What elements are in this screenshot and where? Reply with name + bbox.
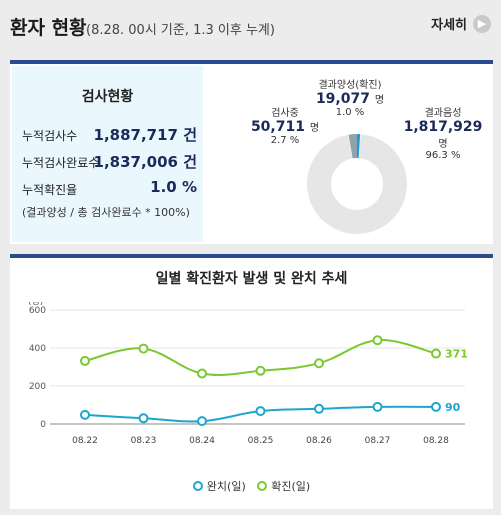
stat-row-total-tests: 누적검사수 1,887,717 건 xyxy=(22,124,197,144)
test-stats-box: 검사현황 누적검사수 1,887,717 건 누적검사완료수 1,837,006… xyxy=(12,66,203,242)
donut-slice-2 xyxy=(348,134,358,159)
data-point[interactable] xyxy=(197,416,207,427)
slice-unit: 명 xyxy=(374,95,385,106)
legend-dot-icon xyxy=(257,481,268,491)
y-axis-label: (명) xyxy=(28,302,43,307)
x-tick-label: 08.24 xyxy=(189,436,215,446)
page-title: 환자 현황 xyxy=(10,17,87,39)
stat-label: 누적확진율 xyxy=(22,183,78,197)
donut-slice-1 xyxy=(307,134,407,234)
stat-row-positive-rate: 누적확진율 1.0 % xyxy=(22,178,197,198)
donut-label-negative: 결과음성 1,817,929 명 96.3 % xyxy=(398,104,488,161)
slice-percent: 1.0 % xyxy=(335,107,365,118)
slice-name: 검사중 xyxy=(271,108,299,119)
data-point[interactable] xyxy=(372,335,383,346)
legend-item-confirmed[interactable]: 확진(일) xyxy=(257,478,310,494)
positive-rate-note: (결과양성 / 총 검사완료수 * 100%) xyxy=(22,206,190,219)
slice-name: 결과음성 xyxy=(424,108,462,119)
slice-count: 50,711 xyxy=(250,119,305,135)
y-tick-label: 0 xyxy=(40,420,46,430)
data-point[interactable] xyxy=(255,406,266,417)
stat-value: 1,887,717 건 xyxy=(93,126,197,144)
stat-value: 1.0 % xyxy=(150,178,197,196)
chart-title: 일별 확진환자 발생 및 완치 추세 xyxy=(155,271,348,287)
legend-item-recovered[interactable]: 완치(일) xyxy=(192,478,246,494)
slice-count: 19,077 xyxy=(315,91,370,107)
data-point[interactable] xyxy=(431,401,441,412)
x-tick-label: 08.26 xyxy=(306,436,332,446)
x-tick-label: 08.23 xyxy=(131,436,157,446)
series-end-label: 371 xyxy=(445,348,468,361)
stat-row-completed-tests: 누적검사완료수 1,837,006 건 xyxy=(22,151,197,171)
x-tick-label: 08.25 xyxy=(248,436,274,446)
data-point[interactable] xyxy=(314,358,324,369)
header: 환자 현황 (8.28. 00시 기준, 1.3 이후 누계) 자세히 ▶ xyxy=(0,0,501,56)
data-point[interactable] xyxy=(314,403,324,414)
y-tick-label: 200 xyxy=(29,382,46,392)
stat-label: 누적검사완료수 xyxy=(22,156,100,170)
y-tick-label: 400 xyxy=(29,344,46,354)
data-point[interactable] xyxy=(138,343,149,354)
donut-label-pending: 검사중 50,711 명 2.7 % xyxy=(230,104,340,146)
test-result-donut: 결과양성(확진) 19,077 명 1.0 % 검사중 50,711 명 2.7… xyxy=(210,64,493,244)
slice-name: 결과양성(확진) xyxy=(318,80,382,91)
page-subtitle: (8.28. 00시 기준, 1.3 이후 누계) xyxy=(86,23,275,38)
x-tick-label: 08.22 xyxy=(72,436,98,446)
data-point[interactable] xyxy=(138,413,149,424)
more-label: 자세히 xyxy=(431,18,467,33)
y-tick-label: 600 xyxy=(29,306,46,316)
data-point[interactable] xyxy=(372,401,383,412)
data-point[interactable] xyxy=(197,368,207,379)
slice-percent: 2.7 % xyxy=(270,135,300,146)
test-status-panel: 검사현황 누적검사수 1,887,717 건 누적검사완료수 1,837,006… xyxy=(10,60,493,244)
slice-count: 1,817,929 xyxy=(403,119,483,135)
donut-chart xyxy=(307,134,407,234)
data-point[interactable] xyxy=(80,409,90,420)
daily-trend-panel: 일별 확진환자 발생 및 완치 추세 (명) 0 200 400 600 08.22 08.… xyxy=(10,254,493,509)
chevron-right-icon: ▶ xyxy=(473,14,491,33)
slice-unit: 명 xyxy=(309,123,320,134)
x-tick-label: 08.27 xyxy=(365,436,391,446)
donut-label-positive: 결과양성(확진) 19,077 명 1.0 % xyxy=(290,76,410,118)
series-end-label: 90 xyxy=(445,401,461,414)
slice-value: 50,711 명 xyxy=(230,119,340,135)
legend-label: 확진(일) xyxy=(271,480,311,493)
data-point[interactable] xyxy=(431,348,441,359)
stat-label: 누적검사수 xyxy=(22,129,78,143)
data-point[interactable] xyxy=(255,365,266,376)
trend-line-chart: (명) 0 200 400 600 08.22 08.23 08.24 08.25 08.26 08… xyxy=(28,302,468,446)
more-button[interactable]: 자세히 ▶ xyxy=(431,14,491,33)
chart-legend: 완치(일) 확진(일) xyxy=(10,478,493,494)
x-tick-label: 08.28 xyxy=(423,436,449,446)
test-stats-title: 검사현황 xyxy=(81,89,134,105)
data-point[interactable] xyxy=(80,355,90,366)
legend-label: 완치(일) xyxy=(206,480,246,493)
legend-dot-icon xyxy=(192,481,203,491)
slice-unit: 명 xyxy=(438,139,448,150)
slice-value: 19,077 명 xyxy=(290,91,410,107)
slice-percent: 96.3 % xyxy=(425,150,461,161)
stat-value: 1,837,006 건 xyxy=(93,153,197,171)
